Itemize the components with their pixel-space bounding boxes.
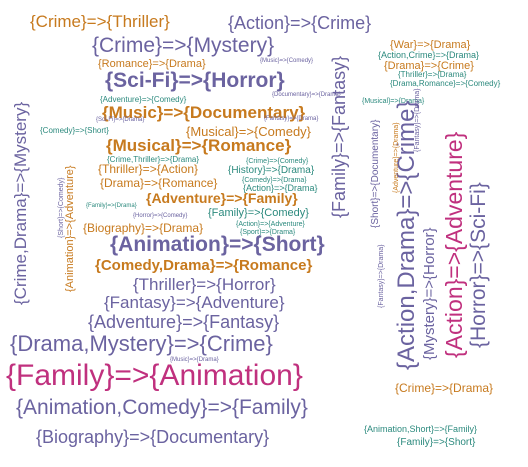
word-thriller-horror: {Thriller}=>{Horror} — [133, 275, 276, 294]
word-adventure-family: {Adventure}=>{Family} — [146, 190, 298, 206]
word-thriller-drama: {Thriller}=>{Drama} — [398, 70, 467, 79]
word-music-drama: {Music}=>{Drama} — [170, 357, 219, 363]
word-action-adventure: {Action}=>{Adventure} — [441, 131, 467, 358]
word-music-comedy: {Music}=>{Comedy} — [260, 58, 314, 64]
word-adventure-comedy: {Adventure}=>{Comedy} — [100, 95, 187, 104]
word-music-documentary: {Music}=>{Documentary} — [102, 103, 306, 122]
word-fantasy-drama-small: {Fantasy}=>{Drama} — [414, 88, 421, 152]
word-drama-romance: {Drama}=>{Romance} — [100, 176, 218, 190]
word-action-crime-drama: {Action,Crime}=>{Drama} — [378, 50, 480, 60]
word-comedy-drama-romance: {Comedy,Drama}=>{Romance} — [95, 257, 313, 274]
word-animation-adventure: {Animation}=>{Adventure} — [64, 165, 76, 292]
word-history-drama: {History}=>{Drama} — [228, 165, 315, 176]
word-comedy-drama: {Comedy}=>{Drama} — [242, 177, 307, 184]
word-musical-romance: {Musical}=>{Romance} — [106, 136, 292, 155]
word-action-crime: {Action}=>{Crime} — [228, 13, 372, 33]
word-crime-mystery: {Crime}=>{Mystery} — [92, 34, 275, 57]
word-romance-drama: {Romance}=>{Drama} — [98, 58, 206, 70]
word-animation-short-family: {Animation,Short}=>{Family} — [364, 424, 478, 434]
word-horror-scifi: {Horror}=>{Sci-Fi} — [467, 182, 490, 348]
word-family-drama: {Family}=>{Drama} — [86, 203, 137, 209]
word-sport-drama: {Sport}=>{Drama} — [240, 229, 296, 236]
word-action-drama: {Action}=>{Drama} — [243, 183, 318, 193]
word-comedy-short: {Comedy}=>{Short} — [40, 126, 109, 135]
word-scifi-drama: {Sci-Fi}=>{Drama} — [96, 117, 145, 123]
word-fantasy-adventure: {Fantasy}=>{Adventure} — [104, 293, 285, 312]
word-action-adventure-tiny: {Action}=>{Adventure} — [236, 221, 305, 228]
word-adventure-drama: {Adventure}=>{Drama} — [393, 122, 400, 193]
word-horror-comedy: {Horror}=>{Comedy} — [133, 213, 188, 219]
word-drama-mystery-crime: {Drama,Mystery}=>{Crime} — [10, 331, 273, 356]
word-short-comedy: {Short}=>{Comedy} — [58, 177, 65, 238]
word-animation-comedy-family: {Animation,Comedy}=>{Family} — [16, 396, 308, 419]
word-crime-comedy: {Crime}=>{Comedy} — [246, 158, 309, 165]
word-crime-drama-mystery: {Crime,Drama}=>{Mystery} — [11, 101, 30, 305]
word-musical-comedy: {Musical}=>{Comedy} — [186, 124, 312, 139]
word-war-drama: {War}=>{Drama} — [390, 39, 471, 51]
word-crime-drama: {Crime}=>{Drama} — [395, 381, 494, 395]
word-family-comedy: {Family}=>{Comedy} — [208, 207, 309, 219]
word-drama-crime: {Drama}=>{Crime} — [384, 60, 474, 72]
word-drama-romance-comedy: {Drama,Romance}=>{Comedy} — [390, 79, 501, 88]
word-fantasy-drama-vertical: {Fantasy}=>{Drama} — [378, 244, 385, 308]
word-biography-drama: {Biography}=>{Drama} — [83, 221, 204, 235]
word-family-animation: {Family}=>{Animation} — [6, 359, 303, 392]
word-animation-short: {Animation}=>{Short} — [110, 233, 325, 256]
word-adventure-fantasy: {Adventure}=>{Fantasy} — [88, 312, 280, 332]
word-biography-documentary: {Biography}=>{Documentary} — [36, 427, 270, 447]
word-fantasy-drama: {Fantasy}=>{Drama} — [264, 116, 319, 122]
word-family-short: {Family}=>{Short} — [397, 437, 476, 448]
word-scifi-horror: {Sci-Fi}=>{Horror} — [105, 69, 285, 92]
word-thriller-action: {Thriller}=>{Action} — [98, 162, 199, 176]
word-short-documentary: {Short}=>{Documentary} — [370, 119, 381, 228]
word-documentary-drama: {Documentary}=>{Drama} — [272, 92, 341, 98]
word-crime-thriller-drama: {Crime,Thriller}=>{Drama} — [107, 155, 200, 164]
word-family-fantasy: {Family}=>{Fantasy} — [329, 55, 349, 218]
word-crime-thriller: {Crime}=>{Thriller} — [30, 12, 170, 31]
word-musical-drama: {Musical}=>{Drama} — [362, 98, 425, 105]
word-mystery-horror: {Mystery}=>{Horror} — [421, 227, 438, 360]
